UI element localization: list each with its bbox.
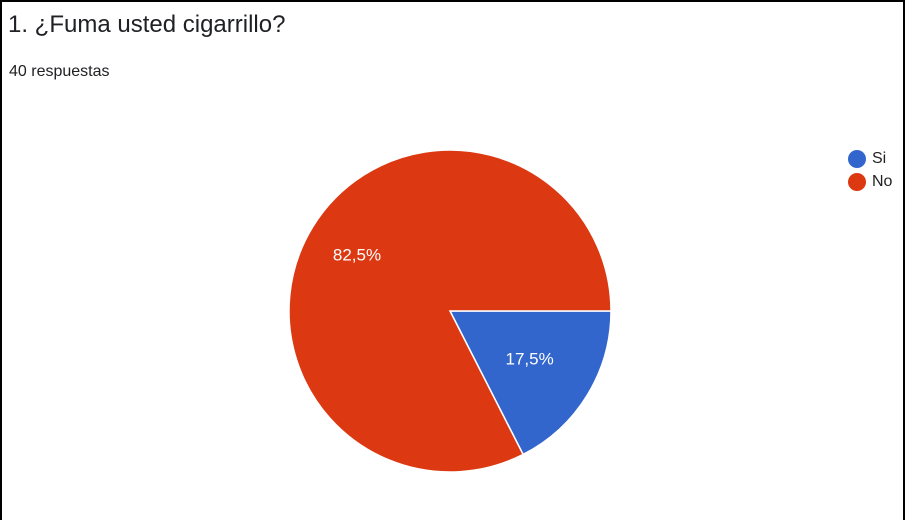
legend: Si No [848,147,892,193]
legend-label-no: No [872,172,893,190]
pie-slice-no[interactable] [288,149,612,473]
legend-label-si: Si [872,149,887,167]
pie-slice-si[interactable] [448,310,612,456]
pie-slices [288,149,612,473]
pie-label-si: 17,5% [506,349,554,368]
legend-swatch-no [848,172,866,191]
pie-label-no: 82,5% [333,245,381,264]
pie-labels: 17,5% 82,5% [333,245,554,368]
legend-item-si[interactable]: Si [848,147,892,170]
legend-item-no[interactable]: No [848,170,892,193]
pie-chart: 17,5% 82,5% [288,149,612,473]
legend-swatch-si [848,149,866,168]
question-title: 1. ¿Fuma usted cigarrillo? [8,11,286,38]
response-count: 40 respuestas [9,63,110,80]
